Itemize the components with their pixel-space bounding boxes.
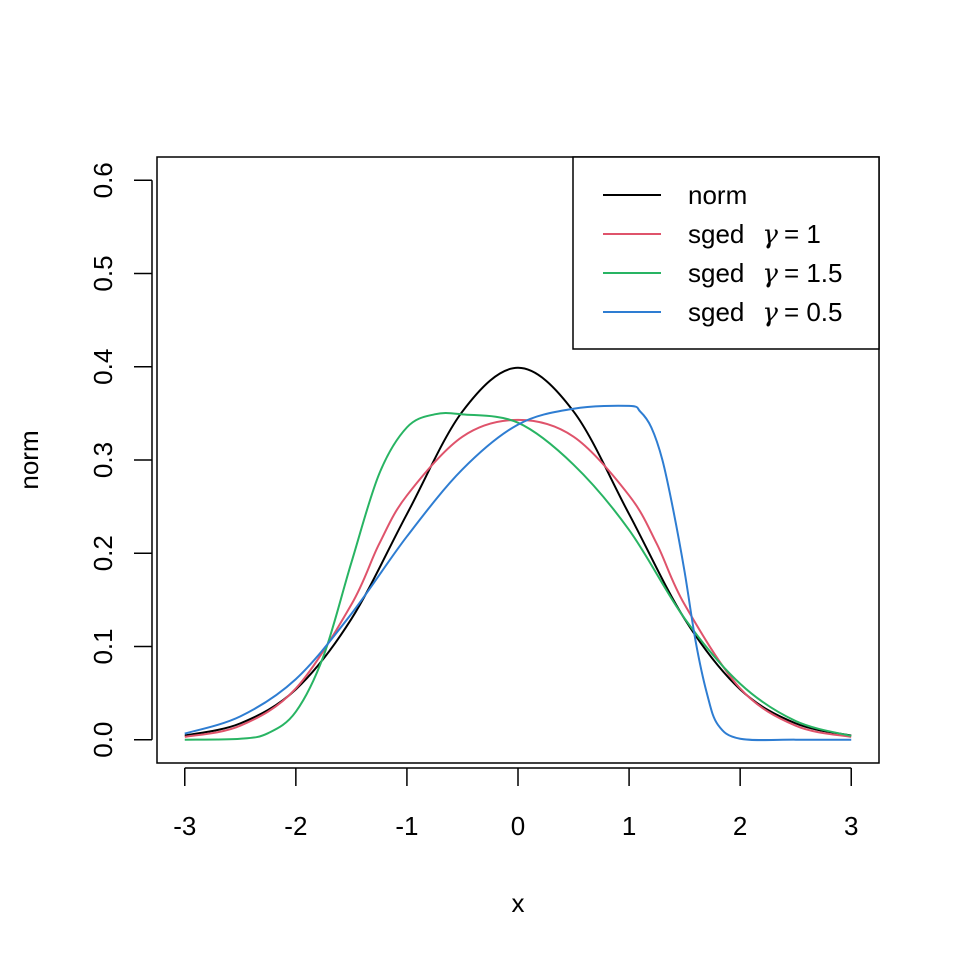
y-tick-label: 0.3 [88,442,118,478]
x-tick-label: -3 [173,811,196,841]
series-line-3 [184,404,852,742]
x-axis-title: x [512,888,525,918]
x-tick-label: 2 [733,811,747,841]
x-tick-label: 3 [844,811,858,841]
x-tick-label: -1 [395,811,418,841]
y-tick-label: 0.1 [88,628,118,664]
legend-label-1: sged γ = 1 [688,219,821,250]
y-tick-label: 0.2 [88,535,118,571]
y-axis: 0.0 0.1 0.2 0.3 0.4 0.5 0.6 [88,162,153,758]
legend-label-2: sged γ = 1.5 [688,258,843,289]
series-line-2 [184,411,852,741]
y-axis-title: norm [14,430,44,489]
series-line-0 [184,366,852,737]
legend-box [572,156,880,350]
legend-label-0: norm [688,180,747,210]
x-tick-label: -2 [284,811,307,841]
legend-label-3: sged γ = 0.5 [688,297,843,328]
y-tick-label: 0.4 [88,349,118,385]
x-tick-label: 1 [622,811,636,841]
y-tick-label: 0.6 [88,162,118,198]
legend: norm sged γ = 1 sged γ = 1.5 sged γ = 0.5 [572,156,880,350]
x-tick-label: 0 [511,811,525,841]
y-tick-label: 0.5 [88,255,118,291]
plot-frame [156,156,880,764]
y-tick-label: 0.0 [88,722,118,758]
x-axis: -3 -2 -1 0 1 2 3 [173,767,858,841]
series-lines [184,366,852,742]
